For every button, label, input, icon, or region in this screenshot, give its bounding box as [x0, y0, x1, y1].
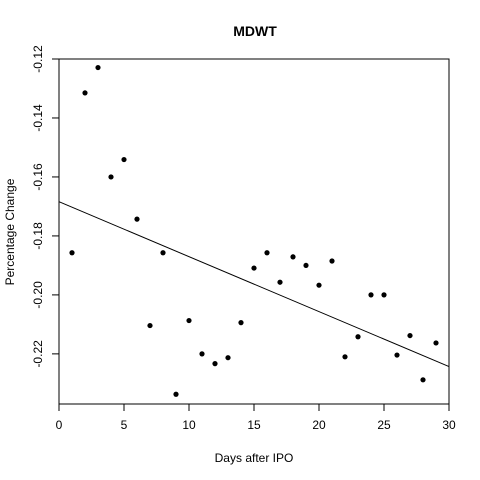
data-point: [173, 391, 179, 397]
data-point: [147, 322, 153, 329]
y-tick-label: -0.18: [31, 222, 45, 250]
regression-line: [58, 201, 450, 368]
x-tick-label: 15: [247, 418, 261, 432]
data-point: [264, 250, 270, 256]
y-tick-label: -0.14: [31, 104, 45, 132]
x-axis: 0 5 10 15 20 25 30: [56, 404, 456, 432]
data-point: [381, 292, 387, 298]
x-tick-label: 0: [56, 418, 63, 432]
data-point: [316, 282, 322, 288]
data-point: [407, 332, 413, 339]
y-tick-label: -0.22: [31, 340, 45, 368]
x-tick-label: 20: [312, 418, 326, 432]
data-point: [95, 64, 101, 71]
data-point: [290, 254, 296, 260]
data-point: [368, 292, 374, 298]
x-tick-label: 5: [121, 418, 128, 432]
y-tick-label: -0.20: [31, 281, 45, 309]
data-point: [69, 250, 75, 256]
data-point: [394, 352, 400, 358]
data-point: [82, 90, 88, 96]
regression-line-group: [58, 201, 450, 368]
data-point: [225, 355, 231, 361]
y-axis-label: Percentage Change: [3, 178, 17, 285]
y-tick-label: -0.12: [31, 45, 45, 73]
x-axis-label: Days after IPO: [215, 451, 294, 465]
y-tick-label: -0.16: [31, 163, 45, 191]
data-point: [342, 354, 348, 360]
data-point: [108, 174, 114, 180]
data-point: [199, 351, 205, 357]
data-point: [303, 262, 309, 269]
data-point: [212, 361, 218, 367]
plot-frame: [58, 58, 450, 405]
data-point: [238, 320, 244, 326]
data-point: [134, 216, 140, 222]
data-point: [121, 156, 127, 163]
data-points: [69, 64, 439, 397]
data-point: [277, 279, 283, 285]
data-point: [420, 377, 426, 383]
chart-title: MDWT: [233, 23, 277, 39]
x-tick-label: 25: [377, 418, 391, 432]
data-point: [251, 265, 257, 271]
data-point: [355, 334, 361, 340]
x-tick-label: 30: [442, 418, 456, 432]
data-point: [329, 258, 335, 264]
data-point: [186, 317, 192, 324]
x-tick-label: 10: [182, 418, 196, 432]
data-point: [433, 340, 439, 346]
y-axis: -0.22 -0.20 -0.18 -0.16 -0.14 -0.12: [31, 45, 59, 368]
data-point: [160, 250, 166, 256]
